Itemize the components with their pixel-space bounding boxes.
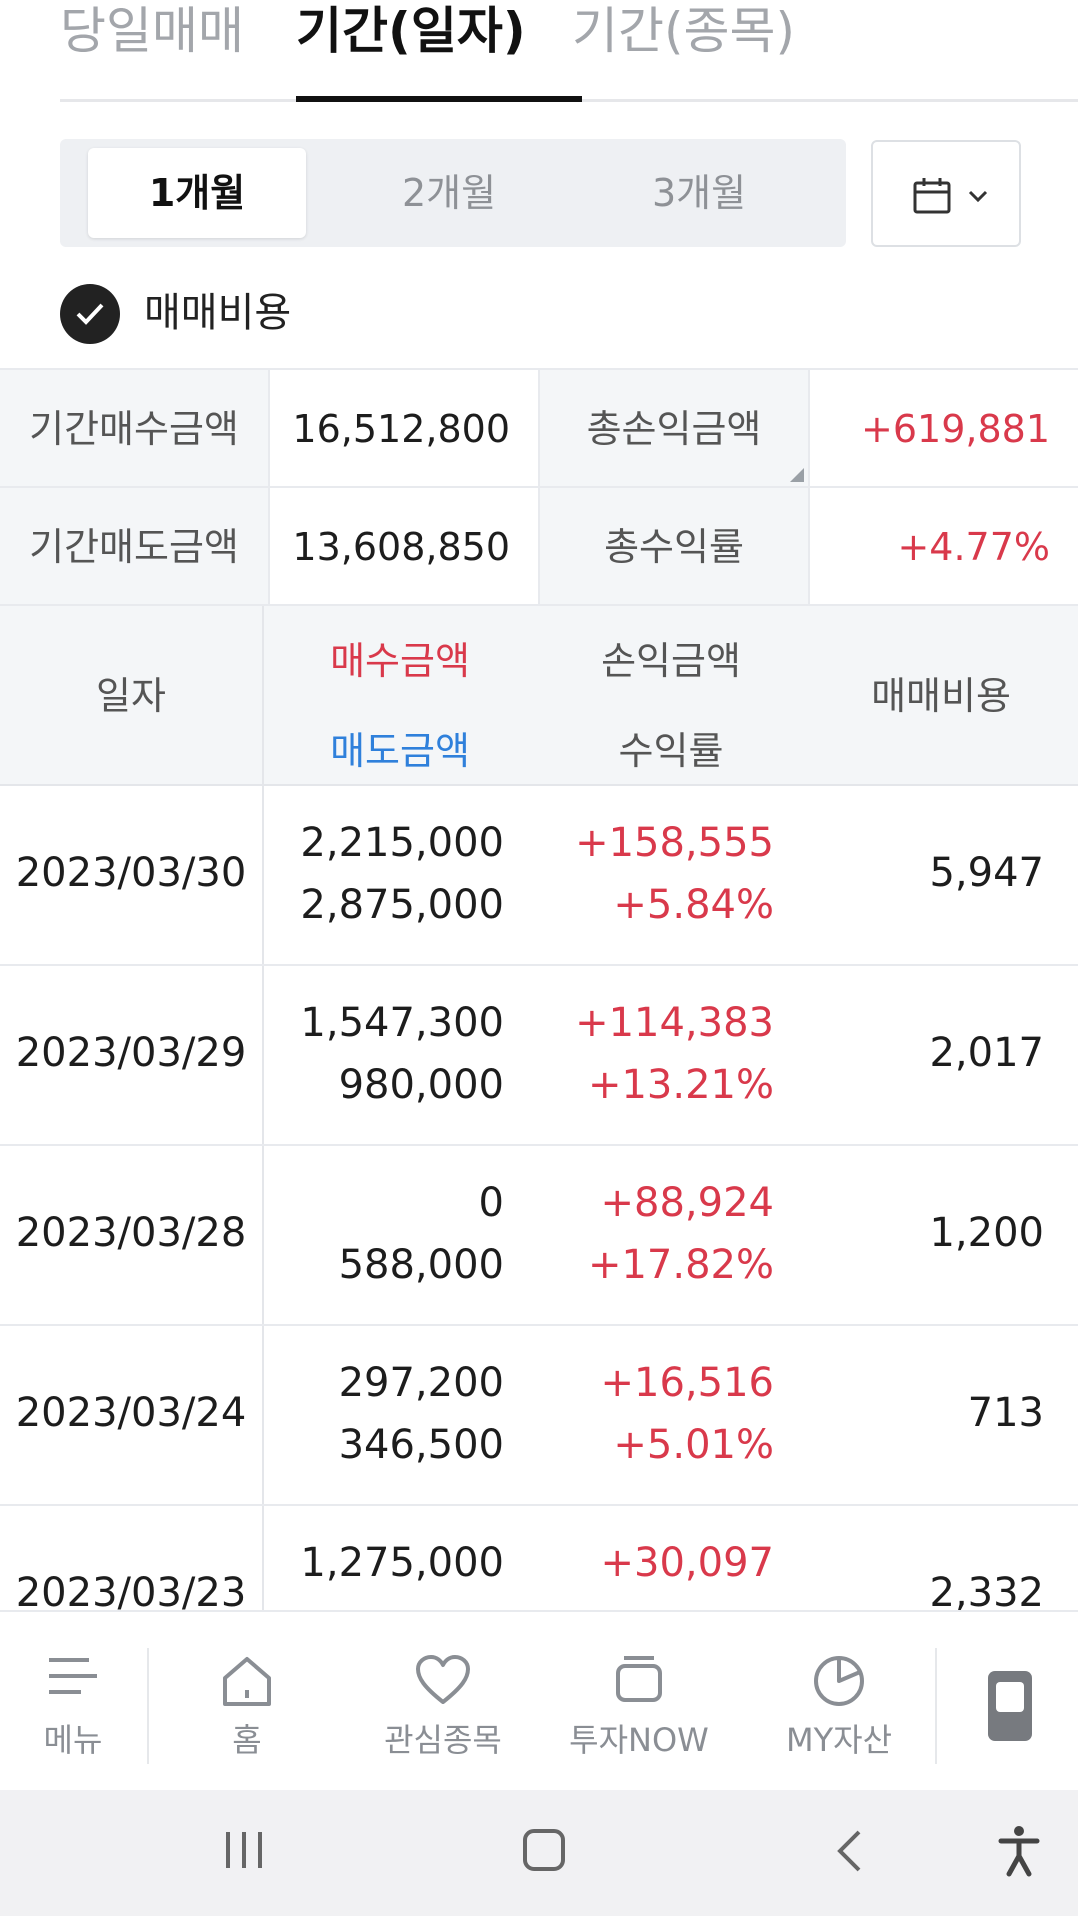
period-segment: 1개월 2개월 3개월 bbox=[60, 139, 846, 247]
chevron-down-icon bbox=[968, 190, 988, 203]
row-buy-amount: 1,547,300 bbox=[300, 1000, 504, 1046]
nav-menu-label: 메뉴 bbox=[43, 1721, 103, 1759]
nav-watchlist[interactable]: 관심종목 bbox=[364, 1612, 522, 1792]
nav-watchlist-label: 관심종목 bbox=[384, 1721, 502, 1759]
pie-chart-icon bbox=[814, 1656, 864, 1706]
phone-icon bbox=[988, 1671, 1032, 1741]
table-row[interactable]: 2023/03/23 1,275,000 +30,097 2,332 bbox=[0, 1506, 1078, 1610]
column-divider bbox=[262, 606, 264, 786]
row-pl-amount: +30,097 bbox=[600, 1540, 774, 1586]
row-return-rate: +5.01% bbox=[613, 1422, 774, 1468]
total-pl-label[interactable]: 총손익금액 bbox=[540, 370, 810, 488]
period-sell-amount-value: 13,608,850 bbox=[270, 488, 540, 606]
calendar-icon bbox=[913, 178, 951, 214]
table-row[interactable]: 2023/03/29 1,547,300 980,000 +114,383 +1… bbox=[0, 966, 1078, 1146]
info-triangle-icon bbox=[790, 468, 804, 482]
row-pl-amount: +16,516 bbox=[600, 1360, 774, 1406]
nav-phone-app[interactable] bbox=[960, 1612, 1060, 1792]
nav-my-assets-label: MY자산 bbox=[785, 1721, 893, 1759]
header-sell-amount: 매도금액 bbox=[330, 729, 470, 773]
summary-grid: 기간매수금액 16,512,800 총손익금액 +619,881 기간매도금액 … bbox=[0, 368, 1078, 606]
row-sell-amount: 346,500 bbox=[338, 1422, 504, 1468]
bottom-navigation: 메뉴 홈 관심종목 투자NOW MY자산 bbox=[0, 1610, 1078, 1790]
period-1-month-button[interactable]: 1개월 bbox=[88, 148, 306, 238]
row-trade-fee: 2,332 bbox=[929, 1570, 1044, 1610]
nav-invest-now-label: 투자NOW bbox=[569, 1721, 709, 1759]
fee-checkbox[interactable] bbox=[60, 284, 120, 344]
row-date: 2023/03/28 bbox=[15, 1210, 247, 1256]
row-trade-fee: 2,017 bbox=[929, 1030, 1044, 1076]
total-pl-value: +619,881 bbox=[810, 370, 1078, 488]
row-buy-amount: 1,275,000 bbox=[300, 1540, 504, 1586]
row-pl-amount: +158,555 bbox=[575, 820, 774, 866]
nav-divider bbox=[147, 1648, 149, 1764]
nav-home[interactable]: 홈 bbox=[172, 1612, 322, 1792]
home-button-icon[interactable] bbox=[522, 1828, 566, 1872]
row-date: 2023/03/29 bbox=[15, 1030, 247, 1076]
row-buy-amount: 0 bbox=[478, 1180, 504, 1226]
row-date: 2023/03/24 bbox=[15, 1390, 247, 1436]
calendar-button[interactable] bbox=[871, 140, 1021, 247]
home-icon bbox=[223, 1657, 271, 1706]
header-return-rate: 수익률 bbox=[618, 729, 724, 773]
row-pl-amount: +114,383 bbox=[575, 1000, 774, 1046]
period-tabs: 당일매매 기간(일자) 기간(종목) bbox=[60, 0, 1078, 102]
tab-period-by-stock[interactable]: 기간(종목) bbox=[572, 2, 796, 60]
period-buy-amount-label: 기간매수금액 bbox=[0, 370, 270, 488]
nav-invest-now[interactable]: 투자NOW bbox=[556, 1612, 722, 1792]
period-2-month-button[interactable]: 2개월 bbox=[401, 171, 497, 215]
row-buy-amount: 297,200 bbox=[338, 1360, 504, 1406]
table-header: 일자 매수금액 매도금액 손익금액 수익률 매매비용 bbox=[0, 606, 1078, 786]
row-trade-fee: 1,200 bbox=[929, 1210, 1044, 1256]
row-sell-amount: 588,000 bbox=[338, 1242, 504, 1288]
check-icon bbox=[76, 303, 104, 325]
row-date: 2023/03/30 bbox=[15, 850, 247, 896]
menu-icon bbox=[49, 1658, 97, 1694]
row-return-rate: +5.84% bbox=[613, 882, 774, 928]
row-trade-fee: 713 bbox=[967, 1390, 1044, 1436]
nav-divider bbox=[935, 1648, 937, 1764]
row-date: 2023/03/23 bbox=[15, 1570, 247, 1610]
row-buy-amount: 2,215,000 bbox=[300, 820, 504, 866]
header-trade-fee: 매매비용 bbox=[871, 674, 1011, 718]
trade-table-body: 2023/03/30 2,215,000 2,875,000 +158,555 … bbox=[0, 786, 1078, 1610]
back-icon[interactable] bbox=[834, 1828, 864, 1874]
table-row[interactable]: 2023/03/30 2,215,000 2,875,000 +158,555 … bbox=[0, 786, 1078, 966]
row-trade-fee: 5,947 bbox=[929, 850, 1044, 896]
nav-menu[interactable]: 메뉴 bbox=[14, 1612, 132, 1792]
total-pl-label-text: 총손익금액 bbox=[586, 407, 762, 451]
period-3-month-button[interactable]: 3개월 bbox=[651, 171, 747, 215]
accessibility-icon[interactable] bbox=[996, 1824, 1042, 1878]
active-tab-indicator bbox=[296, 96, 582, 102]
header-buy-amount: 매수금액 bbox=[330, 639, 470, 683]
total-return-rate-label: 총수익률 bbox=[540, 488, 810, 606]
system-navigation-bar bbox=[0, 1790, 1078, 1916]
nav-my-assets[interactable]: MY자산 bbox=[764, 1612, 914, 1792]
heart-icon bbox=[416, 1655, 470, 1704]
header-pl-amount: 손익금액 bbox=[601, 639, 741, 683]
tab-period-by-date[interactable]: 기간(일자) bbox=[296, 2, 526, 60]
header-date: 일자 bbox=[96, 674, 166, 718]
row-sell-amount: 2,875,000 bbox=[300, 882, 504, 928]
row-pl-amount: +88,924 bbox=[600, 1180, 774, 1226]
fee-checkbox-label: 매매비용 bbox=[144, 290, 292, 336]
tab-today-trades[interactable]: 당일매매 bbox=[60, 2, 244, 60]
row-return-rate: +17.82% bbox=[587, 1242, 774, 1288]
table-row[interactable]: 2023/03/28 0 588,000 +88,924 +17.82% 1,2… bbox=[0, 1146, 1078, 1326]
period-buy-amount-value: 16,512,800 bbox=[270, 370, 540, 488]
row-return-rate: +13.21% bbox=[587, 1062, 774, 1108]
nav-home-label: 홈 bbox=[232, 1721, 262, 1759]
table-row[interactable]: 2023/03/24 297,200 346,500 +16,516 +5.01… bbox=[0, 1326, 1078, 1506]
total-return-rate-value: +4.77% bbox=[810, 488, 1078, 606]
row-sell-amount: 980,000 bbox=[338, 1062, 504, 1108]
period-sell-amount-label: 기간매도금액 bbox=[0, 488, 270, 606]
recent-apps-icon[interactable] bbox=[222, 1828, 266, 1872]
column-divider bbox=[262, 786, 264, 1610]
window-stack-icon bbox=[616, 1656, 662, 1702]
